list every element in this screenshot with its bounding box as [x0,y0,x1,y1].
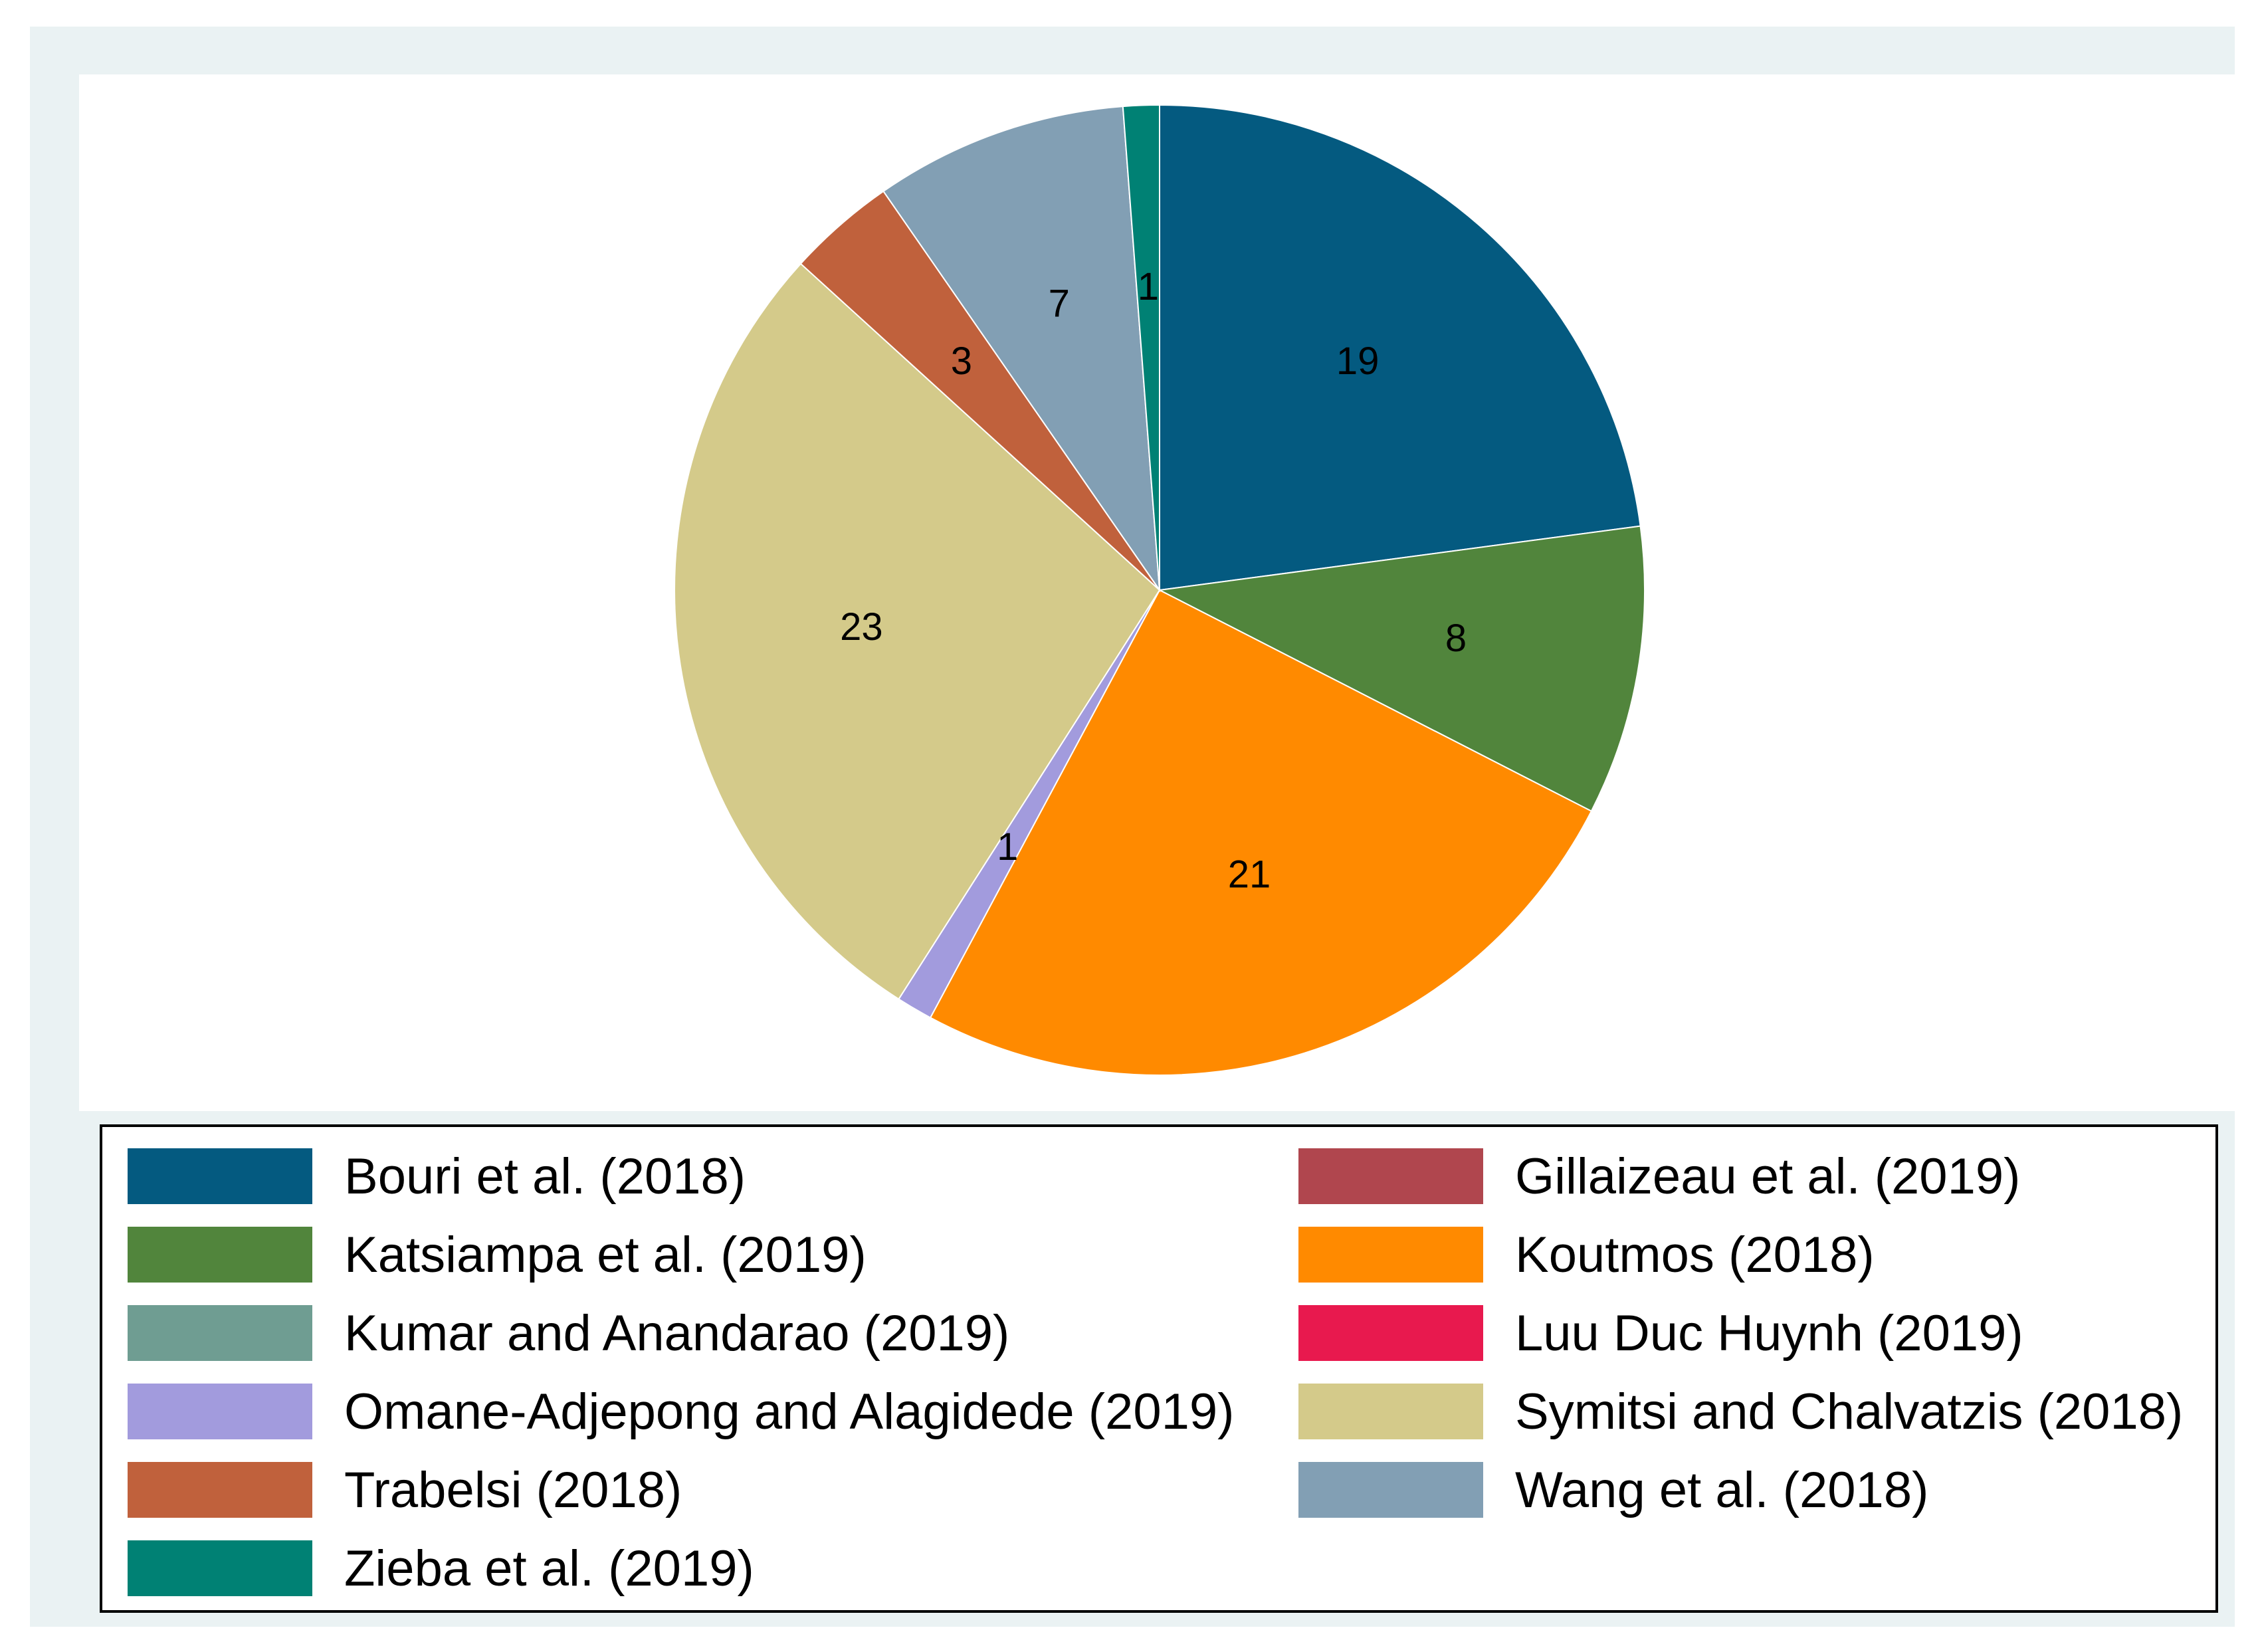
legend-label: Koutmos (2018) [1515,1226,1875,1283]
pie-data-label-2: 8 [1445,617,1467,660]
legend-swatch [1298,1148,1483,1204]
pie-slice-1 [1159,104,1641,591]
legend-swatch [1298,1384,1483,1439]
pie-chart: 19 8 21 1 23 3 7 1 [674,104,1645,1077]
pie-data-label-4: 1 [997,825,1018,869]
legend-swatch [128,1305,312,1361]
legend-item: Bouri et al. (2018) [128,1148,746,1205]
legend-swatch [128,1148,312,1204]
legend-item: Wang et al. (2018) [1298,1462,1928,1518]
legend-label: Zieba et al. (2019) [344,1540,754,1597]
legend-label: Katsiampa et al. (2019) [344,1226,867,1283]
legend-label: Trabelsi (2018) [344,1461,682,1518]
legend-swatch [128,1462,312,1518]
pie-slice-7 [882,106,1161,593]
legend-item: Katsiampa et al. (2019) [128,1227,867,1283]
legend-swatch [1298,1305,1483,1361]
legend-swatch [1298,1462,1483,1518]
pie-slice-5 [674,262,1161,1000]
legend-item: Gillaizeau et al. (2019) [1298,1148,2021,1205]
legend-swatch [128,1227,312,1283]
legend-label: Gillaizeau et al. (2019) [1515,1148,2021,1205]
legend-item: Kumar and Anandarao (2019) [128,1304,1010,1362]
pie-data-label-6: 3 [951,340,972,383]
pie-slice-3 [929,589,1593,1077]
pie-data-label-1: 19 [1336,340,1380,383]
legend-label: Symitsi and Chalvatzis (2018) [1515,1383,2184,1440]
legend-item: Zieba et al. (2019) [128,1540,754,1597]
pie-data-label-7: 7 [1049,282,1070,326]
pie-data-label-5: 23 [840,605,883,649]
legend: Bouri et al. (2018) Gillaizeau et al. (20… [100,1124,2218,1613]
legend-swatch [128,1540,312,1596]
legend-label: Bouri et al. (2018) [344,1148,746,1205]
legend-item: Symitsi and Chalvatzis (2018) [1298,1383,2184,1440]
legend-label: Wang et al. (2018) [1515,1461,1929,1518]
pie-data-label-3: 21 [1228,853,1271,896]
pie-slice-8 [1122,104,1160,591]
legend-item: Omane-Adjepong and Alagidede (2019) [128,1383,1235,1440]
legend-item: Luu Duc Huynh (2019) [1298,1304,2023,1362]
legend-item: Koutmos (2018) [1298,1227,1875,1283]
legend-swatch [128,1384,312,1439]
legend-label: Luu Duc Huynh (2019) [1515,1304,2023,1362]
chart-frame: 19 8 21 1 23 3 7 1 Bouri et al. (2018) Gillaizea… [30,27,2239,1627]
legend-label: Omane-Adjepong and Alagidede (2019) [344,1383,1235,1440]
legend-swatch [1298,1227,1483,1283]
legend-label: Kumar and Anandarao (2019) [344,1304,1010,1362]
plot-area: 19 8 21 1 23 3 7 1 [79,74,2239,1111]
pie-slice-2 [1157,525,1645,812]
legend-item: Trabelsi (2018) [128,1462,682,1518]
pie-data-label-8: 1 [1138,265,1159,308]
